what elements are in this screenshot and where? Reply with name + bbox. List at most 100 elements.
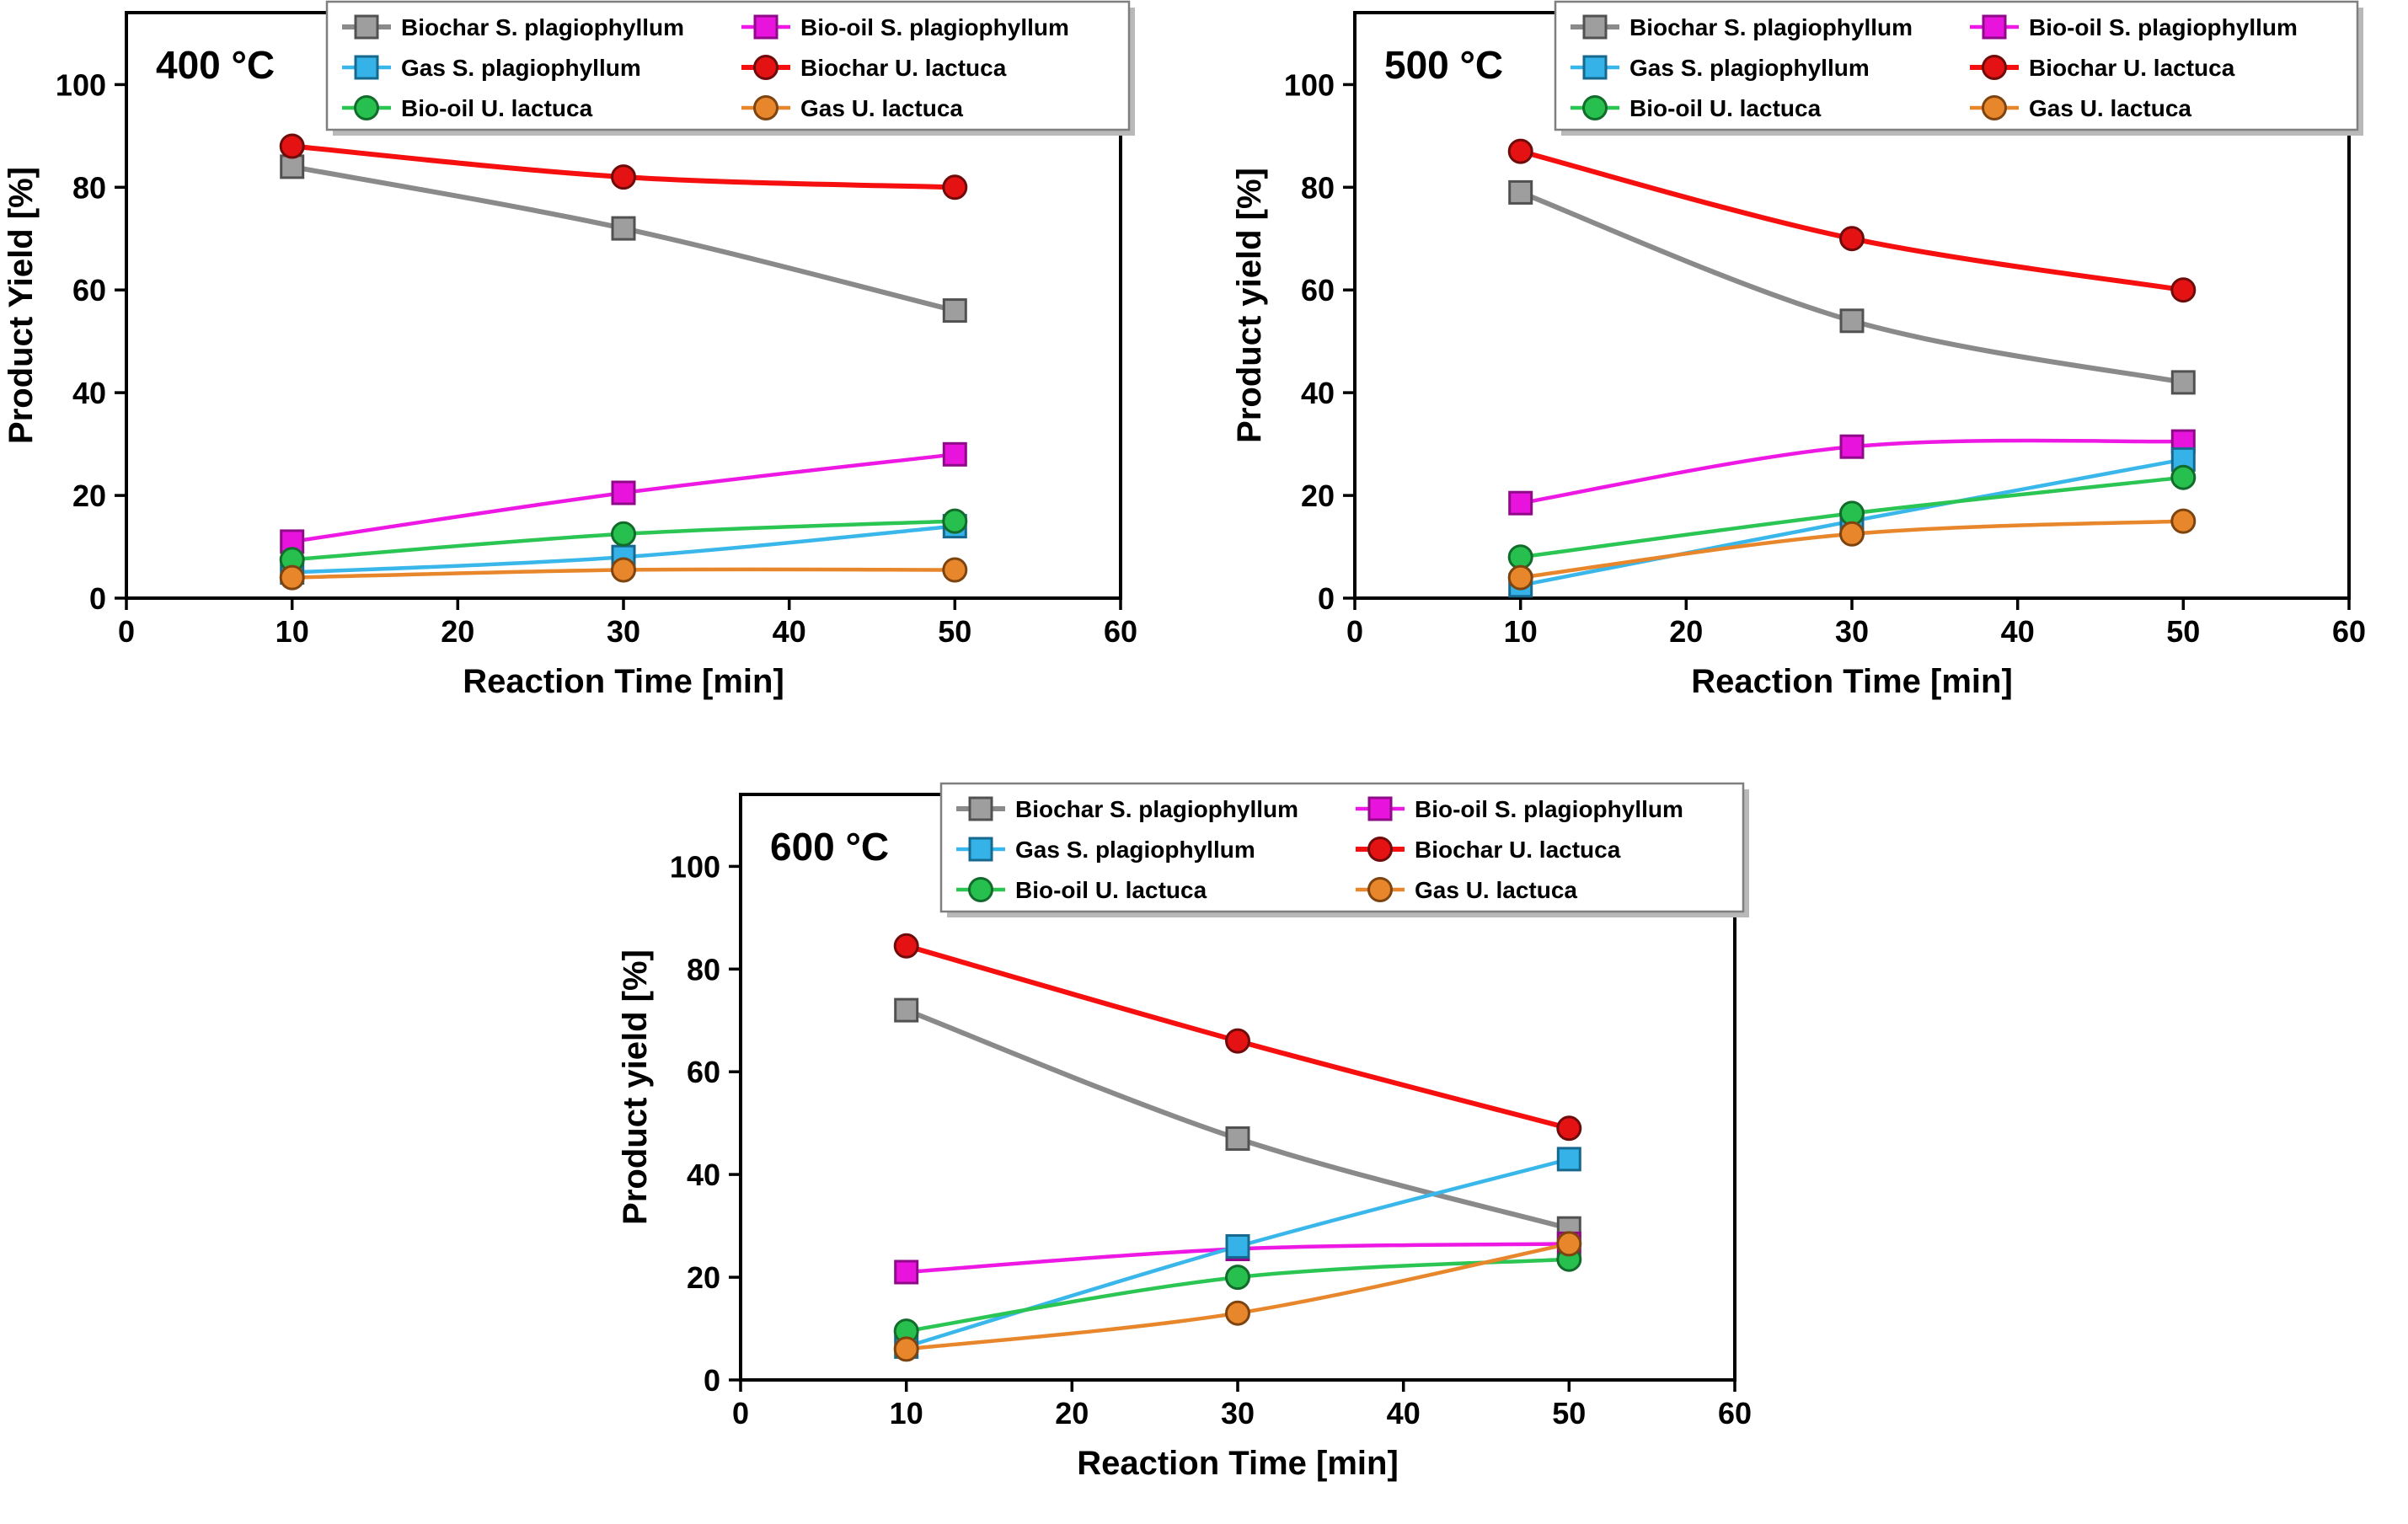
legend-label: Gas U. lactuca [800, 95, 963, 121]
y-tick-label: 40 [687, 1158, 720, 1192]
data-point-marker [611, 216, 636, 241]
data-point-marker [1507, 138, 1533, 164]
x-axis-label: Reaction Time [min] [1691, 663, 2013, 700]
legend-item-bio-oil-u-lactuca: Bio-oil U. lactuca [956, 877, 1207, 903]
legend-label: Gas U. lactuca [1415, 877, 1577, 903]
legend-marker [753, 95, 779, 120]
legend-item-gas-u-lactuca: Gas U. lactuca [1356, 877, 1577, 903]
series-gas-u-lactuca [279, 557, 968, 591]
x-axis-label: Reaction Time [min] [1077, 1445, 1399, 1482]
data-point-marker [1556, 1115, 1582, 1142]
y-axis: 0 20 40 60 80 100 Product yield [%] [617, 849, 741, 1398]
legend-item-gas-s-plagiophyllum: Gas S. plagiophyllum [1571, 55, 1870, 81]
x-tick-label: 50 [1552, 1396, 1586, 1430]
legend-marker [354, 95, 379, 120]
y-tick-label: 40 [72, 376, 106, 410]
legend: Biochar S. plagiophyllum Bio-oil S. plagi… [939, 782, 1749, 917]
legend-marker [1982, 14, 2007, 40]
data-point-marker [1839, 521, 1865, 547]
series-biochar-s-plagiophyllum [1508, 179, 2196, 395]
data-point-marker [942, 557, 968, 583]
legend-label: Bio-oil S. plagiophyllum [2029, 14, 2298, 40]
legend-marker [354, 14, 379, 40]
data-point-marker [894, 1259, 919, 1285]
data-point-marker [942, 298, 967, 324]
series-line [1517, 190, 2186, 385]
legend-item-bio-oil-u-lactuca: Bio-oil U. lactuca [1571, 95, 1822, 121]
series-bio-oil-s-plagiophyllum [280, 441, 967, 554]
x-tick-label: 0 [732, 1396, 749, 1430]
legend-item-bio-oil-u-lactuca: Bio-oil U. lactuca [342, 95, 593, 121]
legend-label: Biochar U. lactuca [2029, 55, 2235, 81]
data-point-marker [1839, 226, 1865, 252]
legend-label: Bio-oil S. plagiophyllum [1415, 796, 1683, 822]
data-point-marker [2170, 277, 2197, 303]
y-tick-label: 0 [89, 581, 106, 616]
data-point-marker [1839, 308, 1865, 334]
data-point-marker [942, 441, 967, 467]
legend-marker [1367, 837, 1393, 862]
legend-marker [1582, 55, 1608, 80]
legend-marker [354, 55, 379, 80]
legend-box [325, 0, 1131, 131]
legend-item-bio-oil-s-plagiophyllum: Bio-oil S. plagiophyllum [1356, 796, 1683, 822]
legend-item-gas-u-lactuca: Gas U. lactuca [741, 95, 963, 121]
legend-item-gas-u-lactuca: Gas U. lactuca [1970, 95, 2191, 121]
y-axis-label: Product yield [%] [617, 949, 654, 1225]
y-tick-label: 80 [1301, 170, 1335, 205]
y-tick-label: 80 [687, 952, 720, 987]
data-point-marker [2170, 370, 2196, 395]
x-tick-label: 40 [773, 614, 806, 649]
data-point-marker [894, 997, 919, 1023]
x-tick-label: 30 [1835, 614, 1869, 649]
x-tick-label: 20 [1055, 1396, 1089, 1430]
y-axis-label: Product Yield [%] [3, 167, 40, 444]
legend-label: Gas S. plagiophyllum [1629, 55, 1870, 81]
legend-marker [753, 55, 779, 80]
legend-label: Bio-oil U. lactuca [401, 95, 593, 121]
data-point-marker [1556, 1147, 1581, 1172]
data-point-marker [2170, 464, 2197, 490]
legend-item-biochar-u-lactuca: Biochar U. lactuca [1356, 837, 1621, 863]
legend-label: Gas U. lactuca [2029, 95, 2191, 121]
x-tick-label: 30 [607, 614, 640, 649]
x-tick-label: 60 [2332, 614, 2366, 649]
data-point-marker [611, 164, 636, 190]
y-tick-label: 80 [72, 170, 106, 205]
data-point-marker [611, 480, 636, 505]
x-tick-label: 50 [2166, 614, 2200, 649]
legend-label: Bio-oil U. lactuca [1015, 877, 1207, 903]
legend-marker [1367, 796, 1393, 821]
x-axis: 0 10 20 30 40 50 60 Reaction Time [min] [118, 598, 1137, 700]
data-point-marker [1839, 434, 1865, 459]
x-tick-label: 50 [938, 614, 971, 649]
data-point-marker [279, 564, 305, 591]
legend-marker [1582, 95, 1608, 120]
data-point-marker [1508, 179, 1533, 205]
legend-label: Gas S. plagiophyllum [1015, 837, 1255, 863]
legend-item-bio-oil-s-plagiophyllum: Bio-oil S. plagiophyllum [1970, 14, 2298, 40]
x-tick-label: 0 [1346, 614, 1363, 649]
y-tick-label: 100 [670, 849, 720, 884]
y-axis-label: Product yield [%] [1231, 168, 1268, 443]
y-tick-label: 100 [56, 67, 106, 102]
chart-title: 400 °C [156, 43, 275, 87]
legend-item-biochar-s-plagiophyllum: Biochar S. plagiophyllum [342, 14, 684, 40]
data-point-marker [942, 174, 968, 201]
y-tick-label: 60 [1301, 273, 1335, 307]
legend-label: Bio-oil U. lactuca [1629, 95, 1822, 121]
data-point-marker [611, 557, 636, 583]
legend-label: Gas S. plagiophyllum [401, 55, 641, 81]
x-axis: 0 10 20 30 40 50 60 Reaction Time [min] [1346, 598, 2366, 700]
legend-box [1554, 0, 2359, 131]
legend: Biochar S. plagiophyllum Bio-oil S. plagi… [325, 0, 1135, 136]
y-tick-label: 20 [1301, 479, 1335, 513]
chart-title: 600 °C [770, 825, 889, 869]
legend-marker [968, 796, 993, 821]
x-tick-label: 10 [1504, 614, 1538, 649]
y-tick-label: 60 [72, 273, 106, 307]
data-point-marker [280, 154, 305, 179]
x-tick-label: 10 [276, 614, 309, 649]
data-point-marker [942, 508, 968, 534]
series-biochar-u-lactuca [1507, 138, 2197, 303]
